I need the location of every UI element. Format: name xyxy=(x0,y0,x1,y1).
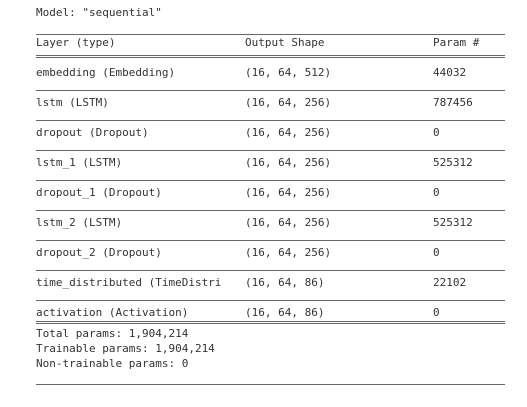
table-cell: 0 xyxy=(433,246,440,259)
separator xyxy=(36,150,505,151)
table-cell: lstm_2 (LSTM) xyxy=(36,216,123,229)
table-cell: 0 xyxy=(433,186,440,199)
table-cell: 22102 xyxy=(433,276,467,289)
table-cell: (16, 64, 256) xyxy=(245,96,332,109)
header-cell: Param # xyxy=(433,36,480,49)
model-title: Model: "sequential" xyxy=(36,6,162,19)
separator xyxy=(36,120,505,121)
table-cell: (16, 64, 256) xyxy=(245,156,332,169)
summary-line: Trainable params: 1,904,214 xyxy=(36,342,215,355)
table-cell: (16, 64, 256) xyxy=(245,126,332,139)
table-cell: lstm (LSTM) xyxy=(36,96,109,109)
table-cell: lstm_1 (LSTM) xyxy=(36,156,123,169)
table-cell: (16, 64, 256) xyxy=(245,186,332,199)
table-cell: dropout (Dropout) xyxy=(36,126,149,139)
table-cell: embedding (Embedding) xyxy=(36,66,176,79)
separator xyxy=(36,34,505,35)
separator xyxy=(36,90,505,91)
header-cell: Layer (type) xyxy=(36,36,116,49)
table-cell: (16, 64, 256) xyxy=(245,246,332,259)
table-cell: (16, 64, 256) xyxy=(245,216,332,229)
table-cell: 525312 xyxy=(433,156,473,169)
table-cell: 787456 xyxy=(433,96,473,109)
separator xyxy=(36,300,505,301)
table-cell: 525312 xyxy=(433,216,473,229)
summary-line: Total params: 1,904,214 xyxy=(36,327,189,340)
double-separator xyxy=(36,55,505,58)
summary-line: Non-trainable params: 0 xyxy=(36,357,189,370)
table-cell: (16, 64, 86) xyxy=(245,306,325,319)
table-cell: time_distributed (TimeDistri xyxy=(36,276,222,289)
table-cell: dropout_1 (Dropout) xyxy=(36,186,162,199)
separator xyxy=(36,210,505,211)
double-separator xyxy=(36,321,505,324)
separator xyxy=(36,180,505,181)
separator xyxy=(36,384,505,385)
separator xyxy=(36,240,505,241)
table-cell: dropout_2 (Dropout) xyxy=(36,246,162,259)
table-cell: (16, 64, 86) xyxy=(245,276,325,289)
table-cell: 0 xyxy=(433,306,440,319)
table-cell: 0 xyxy=(433,126,440,139)
table-cell: (16, 64, 512) xyxy=(245,66,332,79)
table-cell: 44032 xyxy=(433,66,467,79)
table-cell: activation (Activation) xyxy=(36,306,189,319)
separator xyxy=(36,270,505,271)
header-cell: Output Shape xyxy=(245,36,325,49)
